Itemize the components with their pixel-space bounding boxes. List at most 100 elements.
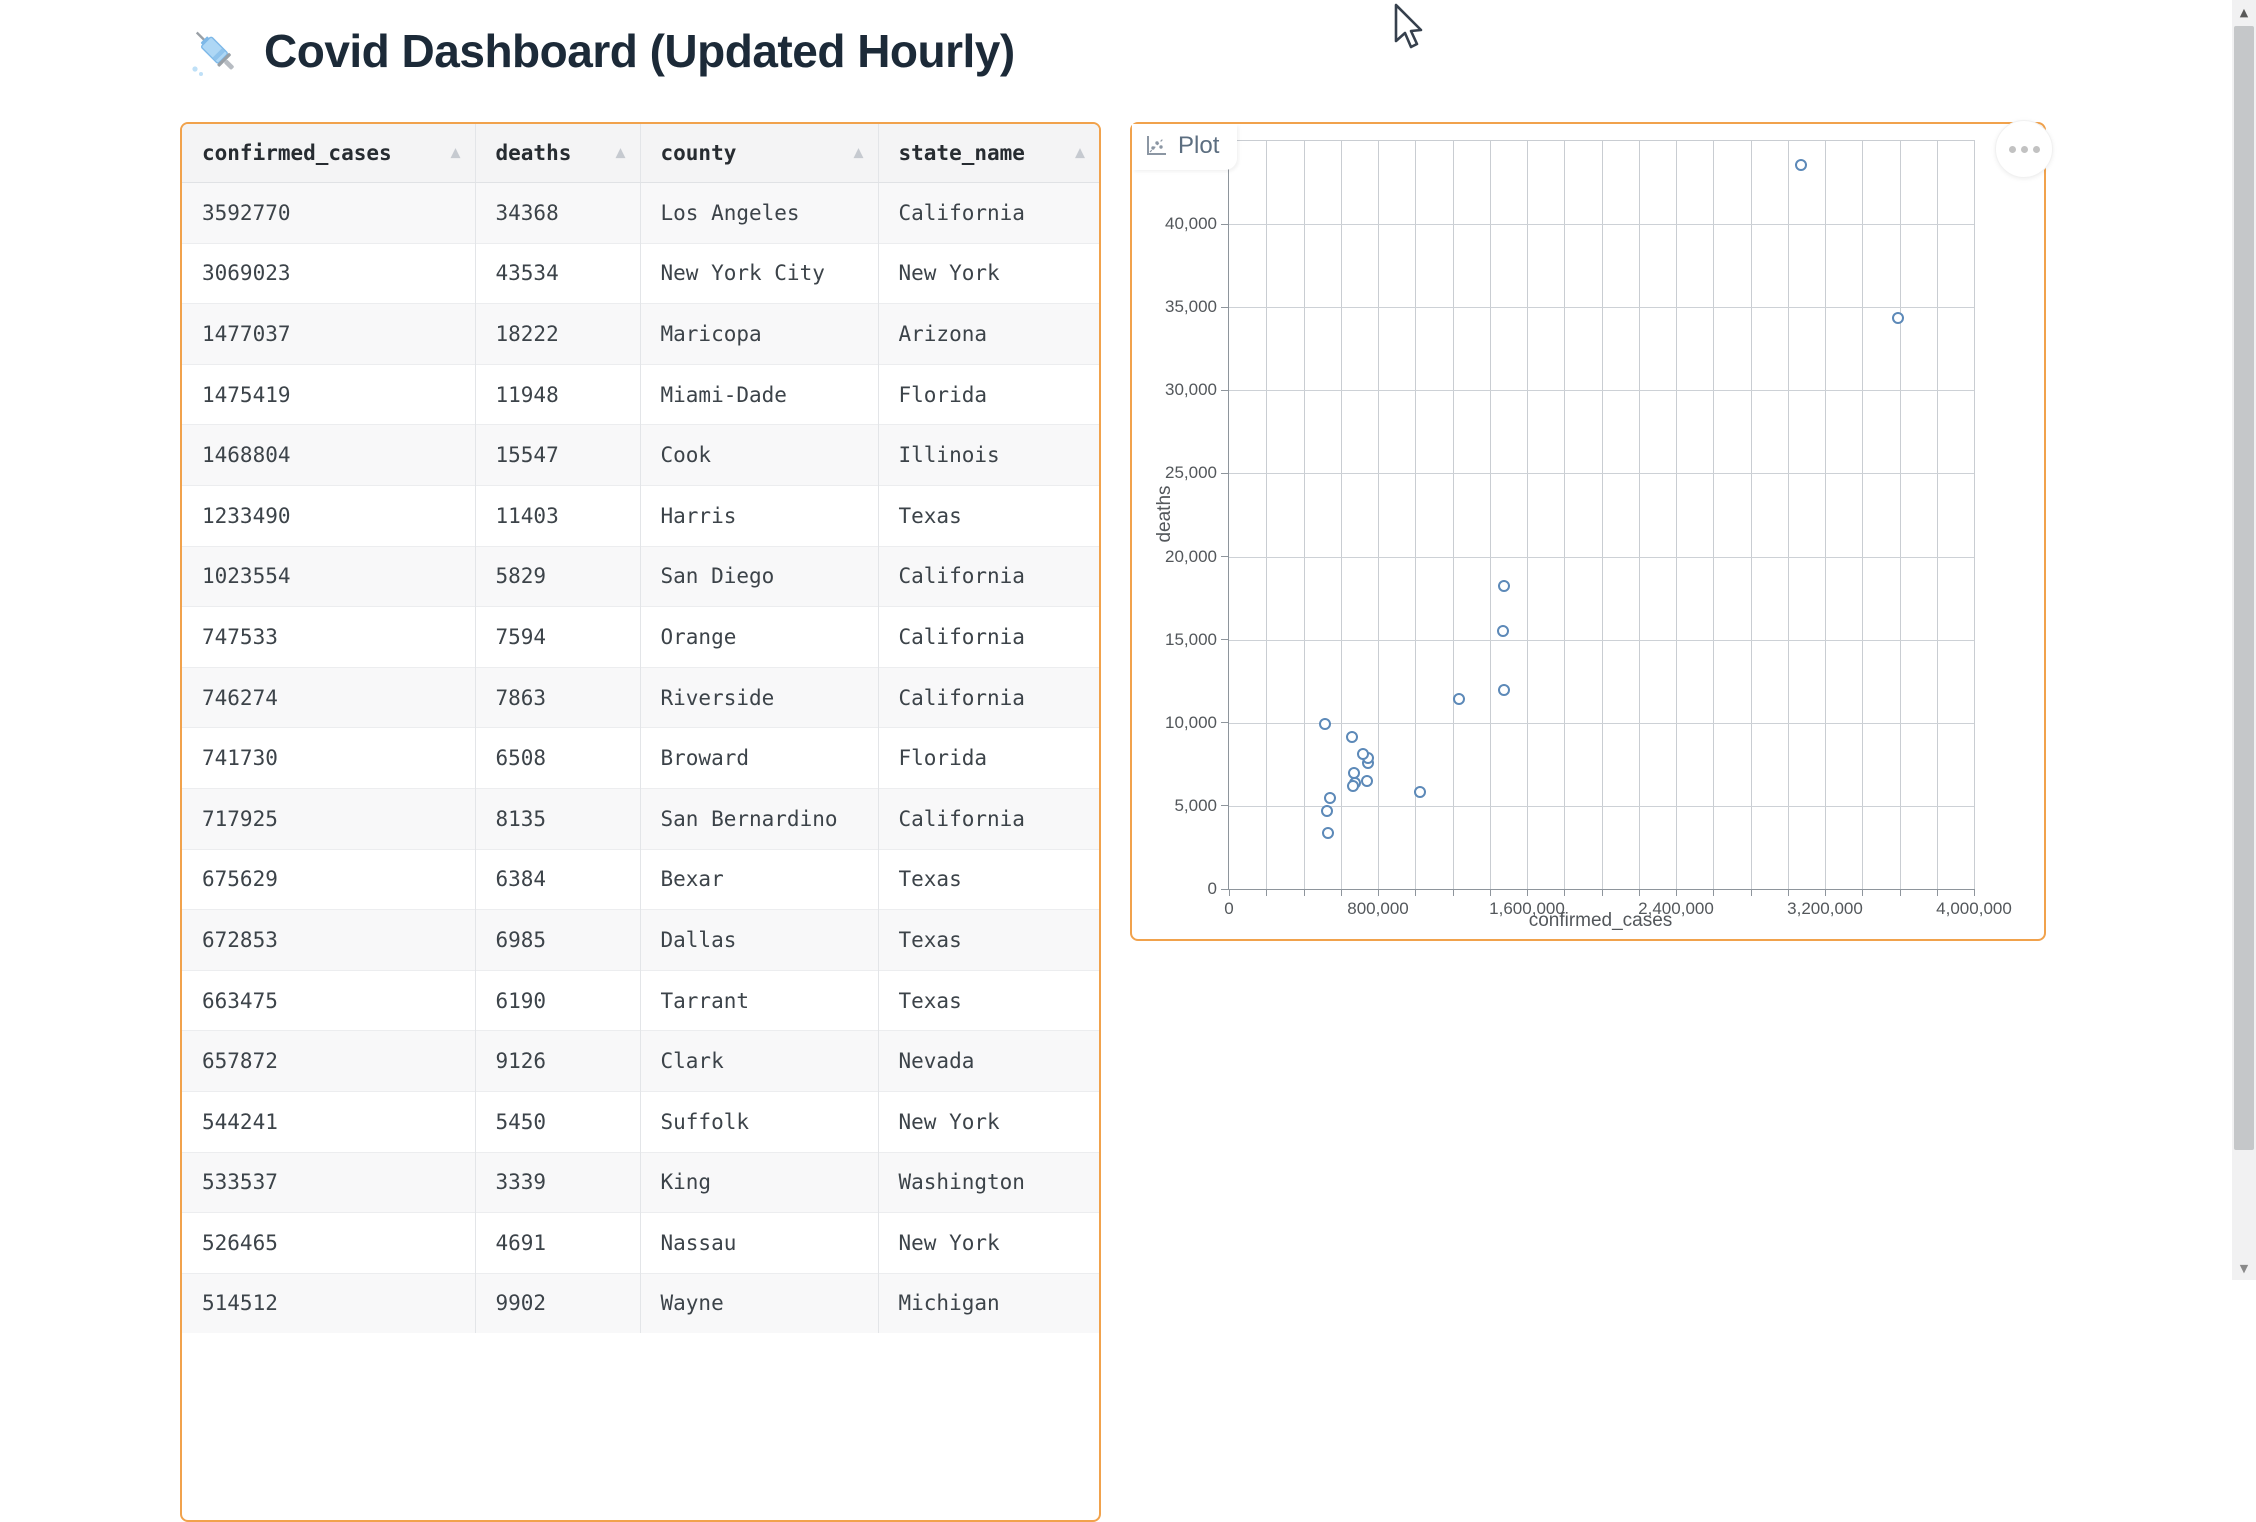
table-cell: 43534 (474, 242, 640, 304)
scatter-point (1794, 159, 1807, 172)
table-cell: Maricopa (639, 303, 878, 365)
table-row: 675629 6384 Bexar Texas (182, 848, 1099, 910)
gridline-vertical (1899, 141, 1901, 889)
y-tick-mark (1220, 223, 1228, 225)
x-tick-mark (1452, 889, 1454, 896)
y-tick-label: 25,000 (1165, 463, 1217, 483)
y-tick-label: 10,000 (1165, 712, 1217, 732)
plot-menu-button[interactable] (1995, 120, 2053, 178)
scatter-point (1413, 786, 1426, 799)
gridline-horizontal (1229, 722, 1974, 724)
x-tick-mark (1564, 889, 1566, 896)
sort-asc-icon: ▲ (450, 145, 461, 161)
table-cell: Texas (877, 484, 1099, 547)
table-cell: 6384 (474, 848, 640, 910)
table-cell: 11403 (474, 484, 640, 547)
scatter-point (1356, 747, 1369, 760)
scatter-point (1345, 731, 1358, 744)
y-tick-label: 40,000 (1165, 214, 1217, 234)
gridline-vertical (1601, 141, 1603, 889)
gridline-vertical (1862, 141, 1864, 889)
x-tick-mark (1936, 889, 1938, 896)
table-cell: 3339 (474, 1151, 640, 1213)
table-cell: 15547 (474, 424, 640, 486)
x-tick-label: 1,600,000 (1489, 899, 1565, 918)
table-cell: 8135 (474, 787, 640, 850)
table-row: 747533 7594 Orange California (182, 606, 1099, 668)
scrollbar-thumb[interactable] (2234, 26, 2254, 1150)
gridline-horizontal (1229, 307, 1974, 309)
table-cell: Tarrant (639, 969, 878, 1031)
gridline-vertical (1750, 141, 1752, 889)
scatter-point (1498, 580, 1511, 593)
x-tick-label: 3,200,000 (1787, 899, 1863, 918)
vertical-scrollbar[interactable]: ▲ ▼ (2232, 0, 2256, 1280)
y-tick-label: 30,000 (1165, 380, 1217, 400)
y-tick-label: 20,000 (1165, 546, 1217, 566)
gridline-vertical (1415, 141, 1417, 889)
table-cell: 544241 (182, 1090, 475, 1152)
column-header-county[interactable]: county ▲ (639, 124, 878, 183)
table-cell: Dallas (639, 909, 878, 971)
y-tick-label: 5,000 (1174, 795, 1217, 815)
gridline-vertical (1303, 141, 1305, 889)
table-cell: Illinois (877, 424, 1099, 486)
table-cell: 4691 (474, 1212, 640, 1274)
dashboard-header: Covid Dashboard (Updated Hourly) (188, 24, 1015, 78)
scroll-up-arrow-icon[interactable]: ▲ (2239, 5, 2249, 19)
table-cell: 675629 (182, 848, 475, 910)
table-cell: 1233490 (182, 484, 475, 547)
table-row: 3592770 34368 Los Angeles California (182, 182, 1099, 244)
y-tick-mark (1220, 556, 1228, 558)
scroll-down-arrow-icon[interactable]: ▼ (2239, 1261, 2249, 1275)
gridline-horizontal (1229, 473, 1974, 475)
table-row: 1233490 11403 Harris Texas (182, 484, 1099, 547)
gridline-horizontal (1229, 224, 1974, 226)
plot-tab[interactable]: Plot (1132, 124, 1238, 170)
gridline-vertical (1527, 141, 1528, 889)
table-cell: New York (877, 242, 1099, 304)
scatter-point (1346, 780, 1359, 793)
column-header-state_name[interactable]: state_name ▲ (877, 124, 1099, 183)
table-cell: 3069023 (182, 242, 475, 304)
table-cell: San Diego (639, 545, 878, 607)
gridline-vertical (1825, 141, 1826, 889)
table-cell: 1023554 (182, 545, 475, 607)
table-cell: 5829 (474, 545, 640, 607)
sort-asc-icon: ▲ (1075, 145, 1085, 161)
y-tick-mark (1220, 389, 1228, 391)
y-tick-label: 0 (1207, 879, 1217, 898)
table-cell: 526465 (182, 1212, 475, 1274)
sort-asc-icon: ▲ (853, 145, 864, 161)
x-tick-label: 0 (1224, 899, 1234, 918)
scatter-point (1892, 311, 1905, 324)
x-tick-label: 2,400,000 (1638, 899, 1714, 918)
scatter-point (1361, 774, 1374, 787)
table-cell: 717925 (182, 787, 475, 850)
column-header-confirmed_cases[interactable]: confirmed_cases ▲ (182, 124, 475, 183)
table-cell: New York (877, 1090, 1099, 1152)
mouse-cursor-icon (1393, 3, 1435, 60)
gridline-vertical (1452, 141, 1454, 889)
plot-tab-label: Plot (1178, 132, 1220, 159)
scatter-point (1321, 805, 1334, 818)
table-cell: 6190 (474, 969, 640, 1031)
gridline-vertical (1676, 141, 1677, 889)
plot-card: Plot 0 800,000 1,600,000 2,400,000 3,200,000… (1130, 120, 2053, 941)
table-cell: Miami-Dade (639, 363, 878, 425)
x-tick-mark (1899, 889, 1901, 896)
column-header-deaths[interactable]: deaths ▲ (474, 124, 640, 183)
ellipsis-icon (2008, 145, 2016, 153)
scatter-point (1497, 684, 1510, 697)
y-tick-label: 35,000 (1165, 297, 1217, 317)
table-row: 717925 8135 San Bernardino California (182, 787, 1099, 850)
table-cell: California (877, 606, 1099, 668)
covid-data-table: confirmed_cases ▲ deaths ▲ county ▲ state_name… (182, 124, 1099, 1334)
scatter-point (1324, 792, 1337, 805)
table-row: 672853 6985 Dallas Texas (182, 909, 1099, 971)
gridline-vertical (1378, 141, 1379, 889)
table-cell: Harris (639, 484, 878, 547)
x-tick-mark (1489, 889, 1491, 896)
table-cell: 514512 (182, 1272, 475, 1334)
table-cell: 663475 (182, 969, 475, 1031)
